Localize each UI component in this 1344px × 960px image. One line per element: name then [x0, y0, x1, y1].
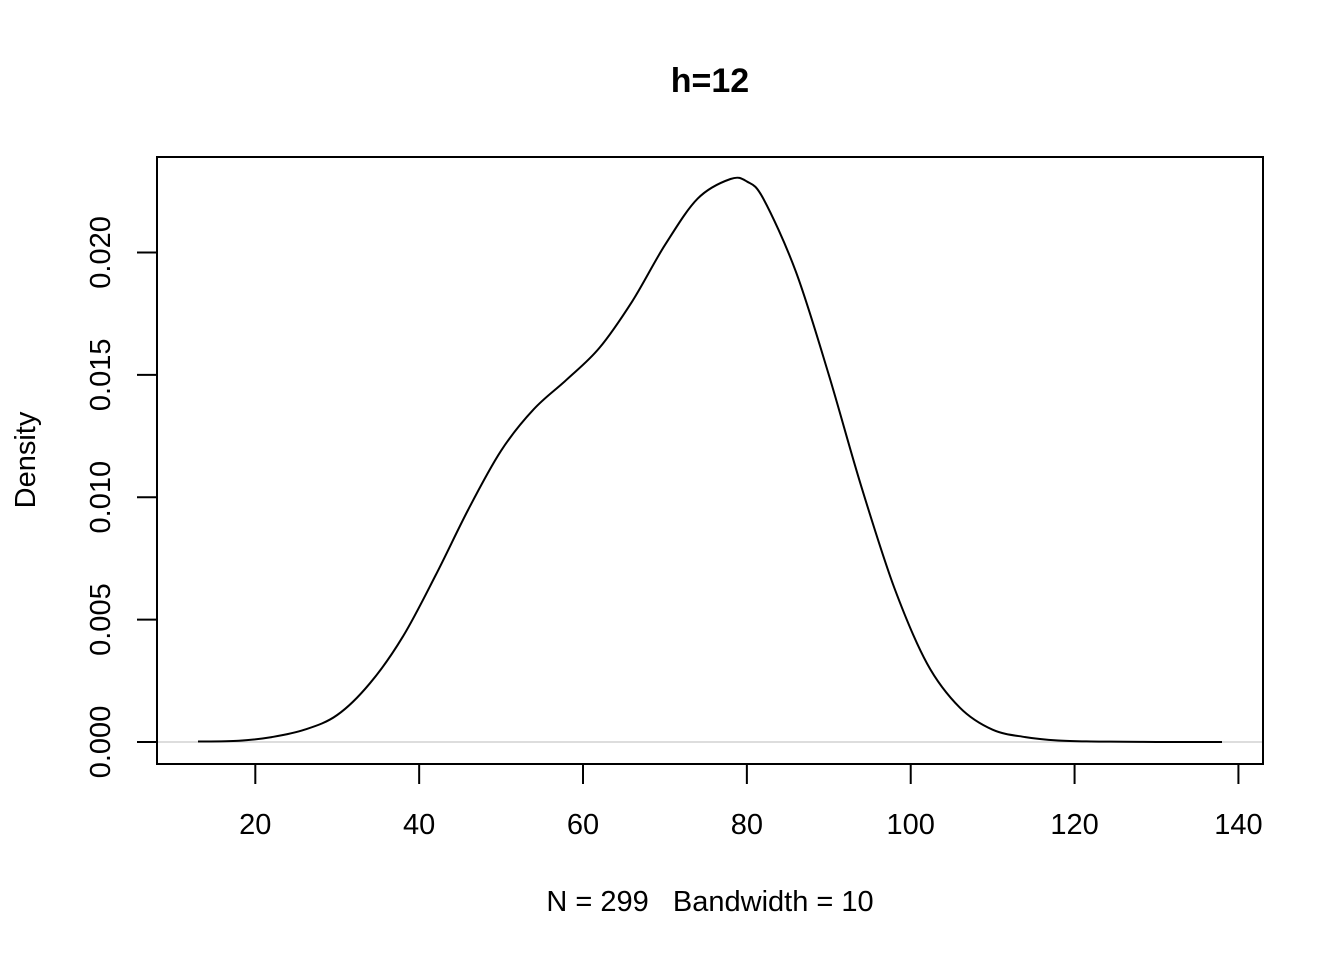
- y-axis: 0.000 0.005 0.010 0.015 0.020: [85, 216, 158, 779]
- y-tick-label: 0.005: [85, 583, 117, 656]
- chart-title: h=12: [671, 62, 749, 100]
- x-tick-label: 100: [887, 809, 935, 841]
- x-tick-label: 140: [1214, 809, 1262, 841]
- x-tick-label: 60: [567, 809, 599, 841]
- y-axis-label: Density: [10, 411, 42, 508]
- plot-frame: [156, 156, 1264, 765]
- y-tick-label: 0.020: [85, 216, 117, 289]
- y-tick-label: 0.000: [85, 706, 117, 779]
- y-tick-label: 0.015: [85, 339, 117, 412]
- x-tick-label: 40: [403, 809, 435, 841]
- x-axis: 20 40 60 80 100 120 140: [239, 763, 1263, 841]
- density-curve: [197, 176, 1222, 743]
- x-tick-label: 80: [731, 809, 763, 841]
- x-tick-label: 20: [239, 809, 271, 841]
- x-tick-label: 120: [1050, 809, 1098, 841]
- x-axis-label: N = 299 Bandwidth = 10: [546, 886, 873, 918]
- y-tick-label: 0.010: [85, 461, 117, 534]
